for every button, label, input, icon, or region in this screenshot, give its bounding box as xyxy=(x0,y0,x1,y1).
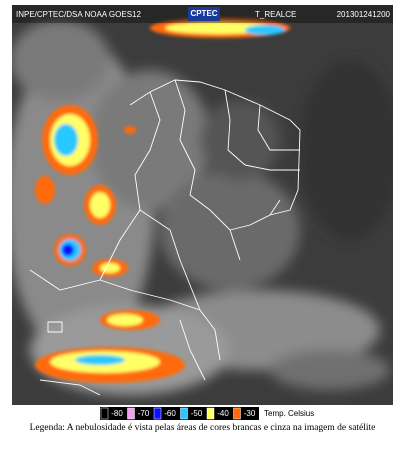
legend-label: -80 xyxy=(111,409,123,418)
cold-cloud-tops xyxy=(35,18,290,383)
legend: -80 -70 -60 -50 -40 -30 Temp. Celsius xyxy=(100,407,314,420)
caption: Legenda: A nebulosidade é vista pelas ár… xyxy=(29,423,376,433)
header-product: T_REALCE xyxy=(255,10,296,19)
legend-swatch xyxy=(127,407,135,420)
legend-label: -30 xyxy=(244,409,256,418)
legend-swatch xyxy=(153,407,162,420)
imagery xyxy=(12,5,393,405)
logo-box xyxy=(188,7,220,21)
legend-label: -60 xyxy=(164,409,176,418)
legend-swatch xyxy=(233,407,241,420)
legend-label: -40 xyxy=(217,409,229,418)
legend-label: -50 xyxy=(191,409,203,418)
legend-swatch xyxy=(180,407,188,420)
satellite-image: INPE/CPTEC/DSA NOAA GOES12 CPTEC T_REALC… xyxy=(12,5,393,420)
header-source: INPE/CPTEC/DSA NOAA GOES12 xyxy=(16,10,141,19)
legend-label: -70 xyxy=(138,409,150,418)
legend-swatch xyxy=(206,407,215,420)
legend-swatch xyxy=(100,407,109,420)
legend-bar xyxy=(100,407,259,420)
cloud-cover xyxy=(12,20,393,395)
state-borders xyxy=(29,79,301,396)
legend-unit: Temp. Celsius xyxy=(264,409,314,418)
header-logo: CPTEC xyxy=(190,9,217,18)
header-timestamp: 201301241200 xyxy=(337,10,391,19)
